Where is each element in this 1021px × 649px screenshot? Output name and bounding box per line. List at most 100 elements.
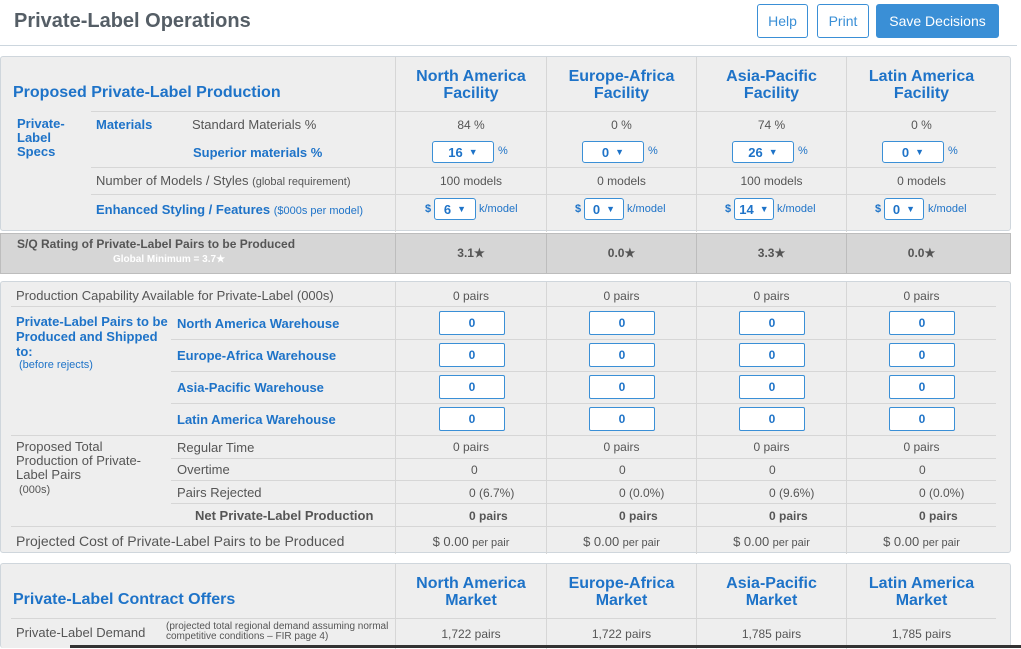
regular-ea: 0 pairs <box>603 440 640 454</box>
warehouse-la-label: Latin America Warehouse <box>177 412 336 427</box>
warehouse-ap-label: Asia-Pacific Warehouse <box>177 380 324 395</box>
shipping-label: Private-Label Pairs to be Produced and S… <box>16 314 168 359</box>
net-ap: 0 pairs <box>769 509 808 523</box>
chevron-down-icon: ▼ <box>615 147 625 157</box>
ship-la-to-ea[interactable]: 0 <box>889 343 955 367</box>
warehouse-ea-label: Europe-Africa Warehouse <box>177 348 337 363</box>
facility-header-la: Latin America Facility <box>868 68 975 102</box>
ship-ea-to-ap[interactable]: 0 <box>589 375 655 399</box>
demand-ea: 1,722 pairs <box>591 627 652 641</box>
regular-na: 0 pairs <box>452 440 490 454</box>
print-button[interactable]: Print <box>817 4 869 38</box>
models-na: 100 models <box>439 174 503 188</box>
market-header-ea: Europe-Africa Market <box>568 575 675 609</box>
net-ea: 0 pairs <box>619 509 658 523</box>
ship-ap-to-la[interactable]: 0 <box>739 407 805 431</box>
totals-label: Proposed Total Production of Private-Lab… <box>16 439 142 482</box>
facility-header-ea: Europe-Africa Facility <box>568 68 675 102</box>
demand-ap: 1,785 pairs <box>741 627 802 641</box>
shipping-panel: Production Capability Available for Priv… <box>0 281 1011 554</box>
rejected-ap: 0 (9.6%) <box>769 486 815 500</box>
help-button[interactable]: Help <box>757 4 808 38</box>
rejected-la: 0 (0.0%) <box>919 486 965 500</box>
superior-select-na[interactable]: 16 ▼ <box>432 141 494 163</box>
ship-la-to-ap[interactable]: 0 <box>889 375 955 399</box>
rejected-na: 0 (6.7%) <box>469 486 515 500</box>
ship-ea-to-la[interactable]: 0 <box>589 407 655 431</box>
ship-la-to-la[interactable]: 0 <box>889 407 955 431</box>
facility-header-na: North America Facility <box>416 68 526 102</box>
superior-materials-label: Superior materials % <box>193 145 323 160</box>
sq-na: 3.1★ <box>457 246 485 260</box>
market-header-ap: Asia-Pacific Market <box>726 575 817 609</box>
ship-na-to-ap[interactable]: 0 <box>439 375 505 399</box>
overtime-ap: 0 <box>769 463 776 477</box>
chevron-down-icon: ▼ <box>606 204 616 214</box>
offers-title: Private-Label Contract Offers <box>13 591 236 608</box>
capability-na: 0 pairs <box>452 289 490 303</box>
ship-na-to-ea[interactable]: 0 <box>439 343 505 367</box>
sq-ea: 0.0★ <box>607 246 636 260</box>
facility-header-ap: Asia-Pacific Facility <box>726 68 817 102</box>
regular-time-label: Regular Time <box>177 440 255 455</box>
shipping-note: (before rejects) <box>19 359 93 371</box>
totals-unit: (000s) <box>19 484 51 496</box>
chevron-down-icon: ▼ <box>468 147 478 157</box>
save-decisions-button[interactable]: Save Decisions <box>876 4 999 38</box>
sq-rating-row: S/Q Rating of Private-Label Pairs to be … <box>0 233 1011 274</box>
styling-select-la[interactable]: 0 ▼ <box>884 198 924 220</box>
ship-ap-to-na[interactable]: 0 <box>739 311 805 335</box>
overtime-la: 0 <box>919 463 926 477</box>
top-bar: Private-Label Operations Help Print Save… <box>0 0 1017 46</box>
ship-na-to-na[interactable]: 0 <box>439 311 505 335</box>
chevron-down-icon: ▼ <box>906 204 916 214</box>
superior-select-ea[interactable]: 0 ▼ <box>582 141 644 163</box>
specs-label: Private- Label Specs <box>17 116 65 159</box>
standard-na: 84 % <box>457 118 485 132</box>
ship-ea-to-ea[interactable]: 0 <box>589 343 655 367</box>
net-la: 0 pairs <box>919 509 958 523</box>
capability-ap: 0 pairs <box>753 289 790 303</box>
page-title: Private-Label Operations <box>14 10 251 32</box>
horizontal-scrollbar[interactable] <box>70 645 1021 648</box>
chevron-down-icon: ▼ <box>915 147 925 157</box>
regular-la: 0 pairs <box>903 440 940 454</box>
production-panel: Proposed Private-Label Production North … <box>0 56 1011 232</box>
ship-la-to-na[interactable]: 0 <box>889 311 955 335</box>
sq-minimum: Global Minimum = 3.7★ <box>113 254 226 265</box>
ship-ap-to-ap[interactable]: 0 <box>739 375 805 399</box>
models-la: 0 models <box>897 174 946 188</box>
materials-label: Materials <box>96 117 153 132</box>
standard-ea: 0 % <box>611 118 632 132</box>
ship-na-to-la[interactable]: 0 <box>439 407 505 431</box>
market-header-la: Latin America Market <box>868 575 975 609</box>
demand-label: Private-Label Demand <box>16 625 146 640</box>
capability-label: Production Capability Available for Priv… <box>16 288 334 303</box>
standard-materials-label: Standard Materials % <box>192 117 317 132</box>
styling-select-ea[interactable]: 0 ▼ <box>584 198 624 220</box>
styling-select-na[interactable]: 6 ▼ <box>434 198 476 220</box>
demand-note: (projected total regional demand assumin… <box>166 621 389 642</box>
cost-label: Projected Cost of Private-Label Pairs to… <box>16 533 345 549</box>
offers-panel: Private-Label Contract Offers North Amer… <box>0 563 1011 649</box>
demand-la: 1,785 pairs <box>891 627 952 641</box>
sq-ap: 3.3★ <box>757 246 786 260</box>
cost-ea: $ 0.00 per pair <box>583 534 660 549</box>
capability-ea: 0 pairs <box>603 289 640 303</box>
overtime-na: 0 <box>471 463 478 477</box>
chevron-down-icon: ▼ <box>457 204 467 214</box>
models-ea: 0 models <box>597 174 646 188</box>
net-na: 0 pairs <box>469 509 508 523</box>
overtime-label: Overtime <box>177 462 230 477</box>
ship-ap-to-ea[interactable]: 0 <box>739 343 805 367</box>
cost-na: $ 0.00 per pair <box>432 534 510 549</box>
ship-ea-to-na[interactable]: 0 <box>589 311 655 335</box>
styling-select-ap[interactable]: 14 ▼ <box>734 198 774 220</box>
production-title: Proposed Private-Label Production <box>13 84 281 101</box>
chevron-down-icon: ▼ <box>759 204 769 214</box>
styling-label: Enhanced Styling / Features ($000s per m… <box>96 202 364 217</box>
regular-ap: 0 pairs <box>753 440 790 454</box>
superior-select-ap[interactable]: 26 ▼ <box>732 141 794 163</box>
cost-ap: $ 0.00 per pair <box>733 534 810 549</box>
superior-select-la[interactable]: 0 ▼ <box>882 141 944 163</box>
